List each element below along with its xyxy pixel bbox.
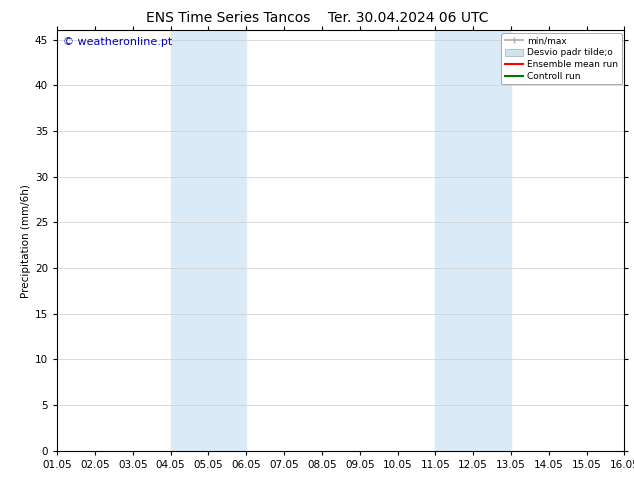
Text: ENS Time Series Tancos    Ter. 30.04.2024 06 UTC: ENS Time Series Tancos Ter. 30.04.2024 0… <box>146 11 488 25</box>
Bar <box>436 30 511 451</box>
Legend: min/max, Desvio padr tilde;o, Ensemble mean run, Controll run: min/max, Desvio padr tilde;o, Ensemble m… <box>501 33 622 84</box>
Bar <box>171 30 246 451</box>
Y-axis label: Precipitation (mm/6h): Precipitation (mm/6h) <box>21 184 30 297</box>
Text: © weatheronline.pt: © weatheronline.pt <box>63 37 172 47</box>
